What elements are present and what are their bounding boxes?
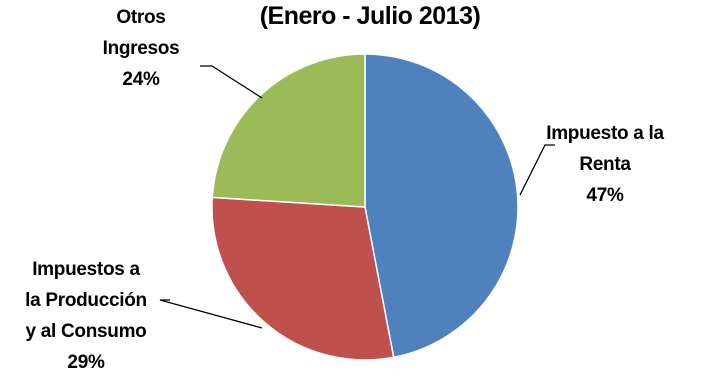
- slice-label-otros: Otros Ingresos 24%: [76, 2, 206, 95]
- leader-line-2: [200, 65, 263, 99]
- slice-percent: 24%: [122, 69, 160, 90]
- slice-percent: 47%: [586, 185, 624, 206]
- pie-slice-0: [364, 53, 519, 359]
- pie-slice-1: [211, 196, 395, 361]
- slice-label-line: Renta: [579, 154, 631, 175]
- slice-label-line: Impuesto a la: [546, 123, 664, 144]
- slice-label-line: Otros: [116, 7, 166, 28]
- pie-slice-2: [211, 53, 366, 208]
- slice-label-line: Ingresos: [102, 38, 180, 59]
- slice-label-line: y al Consumo: [25, 321, 147, 342]
- leader-line-0: [519, 144, 555, 196]
- slice-label-line: Impuestos a: [32, 259, 140, 280]
- slice-percent: 29%: [67, 352, 105, 373]
- slice-label-renta: Impuesto a la Renta 47%: [535, 118, 675, 211]
- chart-title: (Enero - Julio 2013): [259, 2, 481, 30]
- leader-line-1: [159, 299, 263, 329]
- slice-label-produccion: Impuestos a la Producción y al Consumo 2…: [6, 254, 166, 378]
- slice-label-line: la Producción: [25, 290, 147, 311]
